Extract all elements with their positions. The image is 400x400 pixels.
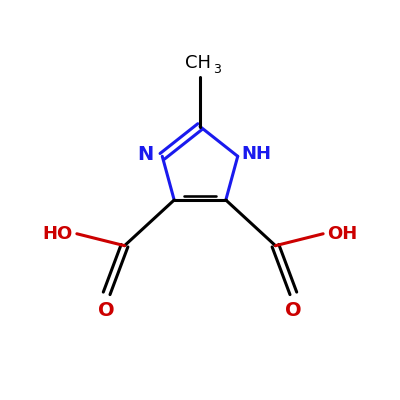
Text: N: N bbox=[137, 145, 154, 164]
Text: NH: NH bbox=[242, 145, 272, 163]
Text: OH: OH bbox=[327, 225, 357, 243]
Text: 3: 3 bbox=[213, 63, 220, 76]
Text: O: O bbox=[285, 301, 302, 320]
Text: CH: CH bbox=[185, 54, 211, 72]
Text: HO: HO bbox=[43, 225, 73, 243]
Text: O: O bbox=[98, 301, 115, 320]
